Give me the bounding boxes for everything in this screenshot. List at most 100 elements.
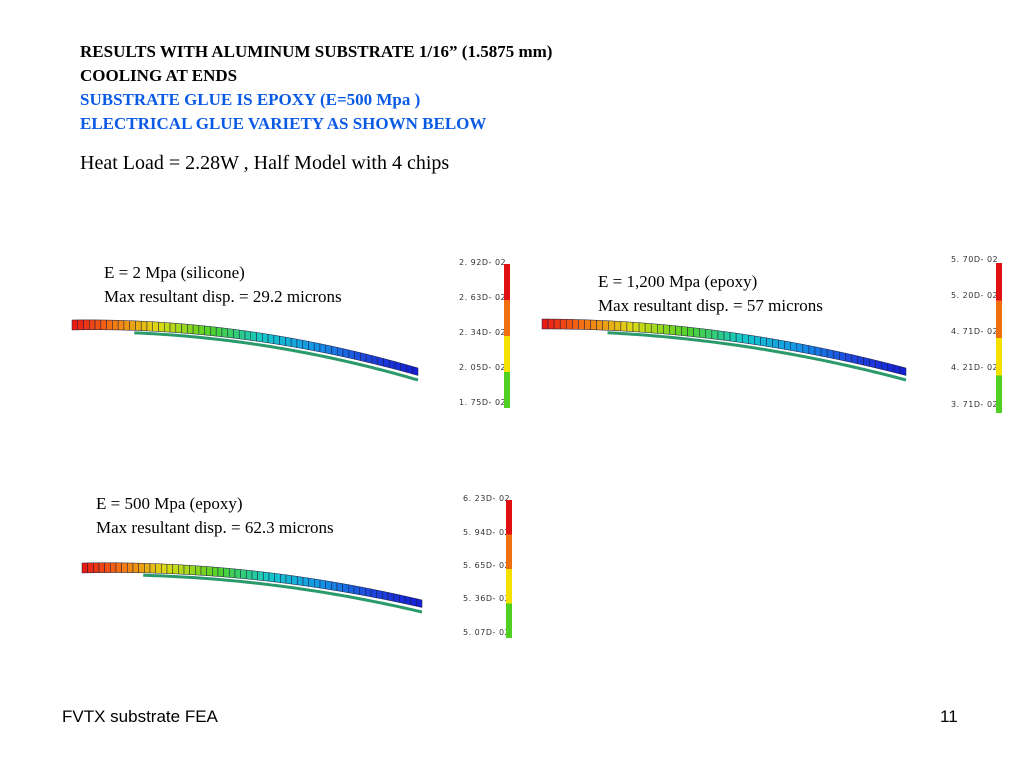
beam-element	[342, 583, 349, 593]
beam-element	[189, 565, 196, 576]
scale-tick-label: 5. 94D- 02	[463, 528, 511, 537]
beam-element	[297, 576, 304, 586]
scale-tick-label: 2. 63D- 02	[459, 293, 507, 302]
beam-element	[161, 563, 168, 574]
scale-tick-label: 5. 36D- 02	[463, 594, 511, 603]
heat-load-text: Heat Load = 2.28W , Half Model with 4 ch…	[80, 152, 450, 174]
scale-tick-label: 5. 20D- 02	[951, 291, 999, 300]
scale-tick-label: 5. 07D- 02	[463, 628, 511, 637]
beam-element	[110, 562, 117, 573]
beam-element	[348, 584, 355, 594]
beam-element	[302, 576, 309, 587]
beam-element	[138, 562, 145, 574]
scale-tick-label: 4. 71D- 02	[951, 327, 999, 336]
beam-element	[200, 565, 207, 576]
beam-element	[132, 562, 139, 574]
color-scale-bar	[996, 263, 1002, 413]
beam-element	[172, 564, 179, 575]
color-scale-bar	[504, 264, 510, 408]
beam-element	[365, 587, 372, 598]
scale-tick-label: 2. 92D- 02	[459, 258, 507, 267]
footer-title: FVTX substrate FEA	[62, 707, 218, 726]
header-line-3: SUBSTRATE GLUE IS EPOXY (E=500 Mpa )	[80, 90, 421, 109]
scale-tick-label: 2. 34D- 02	[459, 328, 507, 337]
beam-element	[166, 563, 173, 575]
panel-silicone-caption-2: Max resultant disp. = 29.2 microns	[104, 287, 342, 306]
beam-element	[274, 573, 281, 583]
color-scale-silicone: 2. 92D- 02 2. 63D- 02 2. 34D- 02 2. 05D-…	[440, 258, 520, 408]
beam-element	[411, 366, 419, 376]
glue-layer	[134, 331, 419, 382]
panel-epoxy-500-caption-2: Max resultant disp. = 62.3 microns	[96, 518, 334, 537]
beam-element	[115, 562, 122, 573]
beam-element	[291, 575, 298, 586]
beam-element	[314, 578, 321, 589]
beam-element	[319, 579, 326, 590]
beam-element	[229, 568, 236, 579]
beam-element	[144, 563, 151, 574]
scale-tick-label: 4. 21D- 02	[951, 363, 999, 372]
beam-element	[404, 595, 411, 606]
header-line-2: COOLING AT ENDS	[80, 66, 238, 85]
beam-element	[399, 594, 406, 605]
beam-element	[178, 564, 185, 575]
header-line-1: RESULTS WITH ALUMINUM SUBSTRATE 1/16” (1…	[80, 42, 553, 61]
beam-element	[393, 593, 400, 603]
panel-epoxy-1200-caption-2: Max resultant disp. = 57 microns	[598, 296, 823, 315]
beam-element	[217, 567, 224, 578]
beam-element	[325, 580, 332, 591]
beam-element	[257, 571, 264, 581]
beam-element	[223, 567, 230, 578]
scale-tick-label: 2. 05D- 02	[459, 363, 507, 372]
beam-element	[183, 564, 190, 575]
beam-element	[285, 574, 292, 585]
glue-layer	[607, 331, 907, 382]
beam-element	[251, 570, 258, 581]
beam-element	[93, 562, 100, 574]
scale-tick-label: 5. 65D- 02	[463, 561, 511, 570]
beam-element	[359, 586, 366, 597]
beam-element	[149, 563, 156, 574]
beam-element	[336, 582, 343, 593]
beam-element	[104, 562, 111, 573]
color-scale-epoxy-500: 6. 23D- 02 5. 94D- 02 5. 65D- 02 5. 36D-…	[444, 494, 524, 644]
header-line-4: ELECTRICAL GLUE VARIETY AS SHOWN BELOW	[80, 114, 487, 133]
beam-element	[308, 577, 315, 588]
color-scale-bar	[506, 500, 512, 638]
scale-tick-label: 3. 71D- 02	[951, 400, 999, 409]
panel-epoxy-1200-caption-1: E = 1,200 Mpa (epoxy)	[598, 272, 758, 291]
beam-element	[331, 581, 338, 592]
beam-element	[98, 562, 105, 573]
beam-element	[87, 562, 94, 574]
color-scale-epoxy-1200: 5. 70D- 02 5. 20D- 02 4. 71D- 02 4. 21D-…	[932, 255, 1012, 415]
beam-element	[240, 569, 247, 580]
scale-tick-label: 6. 23D- 02	[463, 494, 511, 503]
beam-element	[206, 566, 213, 577]
beam-element	[268, 572, 275, 583]
panel-epoxy-500-caption-1: E = 500 Mpa (epoxy)	[96, 494, 243, 513]
beam-element	[121, 562, 128, 573]
beam-element	[263, 571, 270, 582]
beam-element	[81, 562, 88, 574]
beam-element	[246, 569, 253, 580]
beam-element	[195, 565, 202, 576]
beam-element	[280, 573, 287, 584]
beam-element	[899, 366, 907, 376]
beam-element	[127, 562, 134, 573]
beam-element	[387, 592, 394, 602]
scale-tick-label: 1. 75D- 02	[459, 398, 507, 407]
page-number: 11	[940, 707, 958, 726]
beam-element	[410, 597, 417, 607]
panel-silicone-caption-1: E = 2 Mpa (silicone)	[104, 263, 245, 282]
beam-element	[234, 568, 241, 579]
beam-element	[416, 598, 423, 608]
beam-element	[212, 566, 219, 577]
beam-element	[155, 563, 162, 574]
beam-element	[382, 590, 389, 601]
beam-element	[370, 588, 377, 599]
glue-layer	[143, 573, 423, 614]
